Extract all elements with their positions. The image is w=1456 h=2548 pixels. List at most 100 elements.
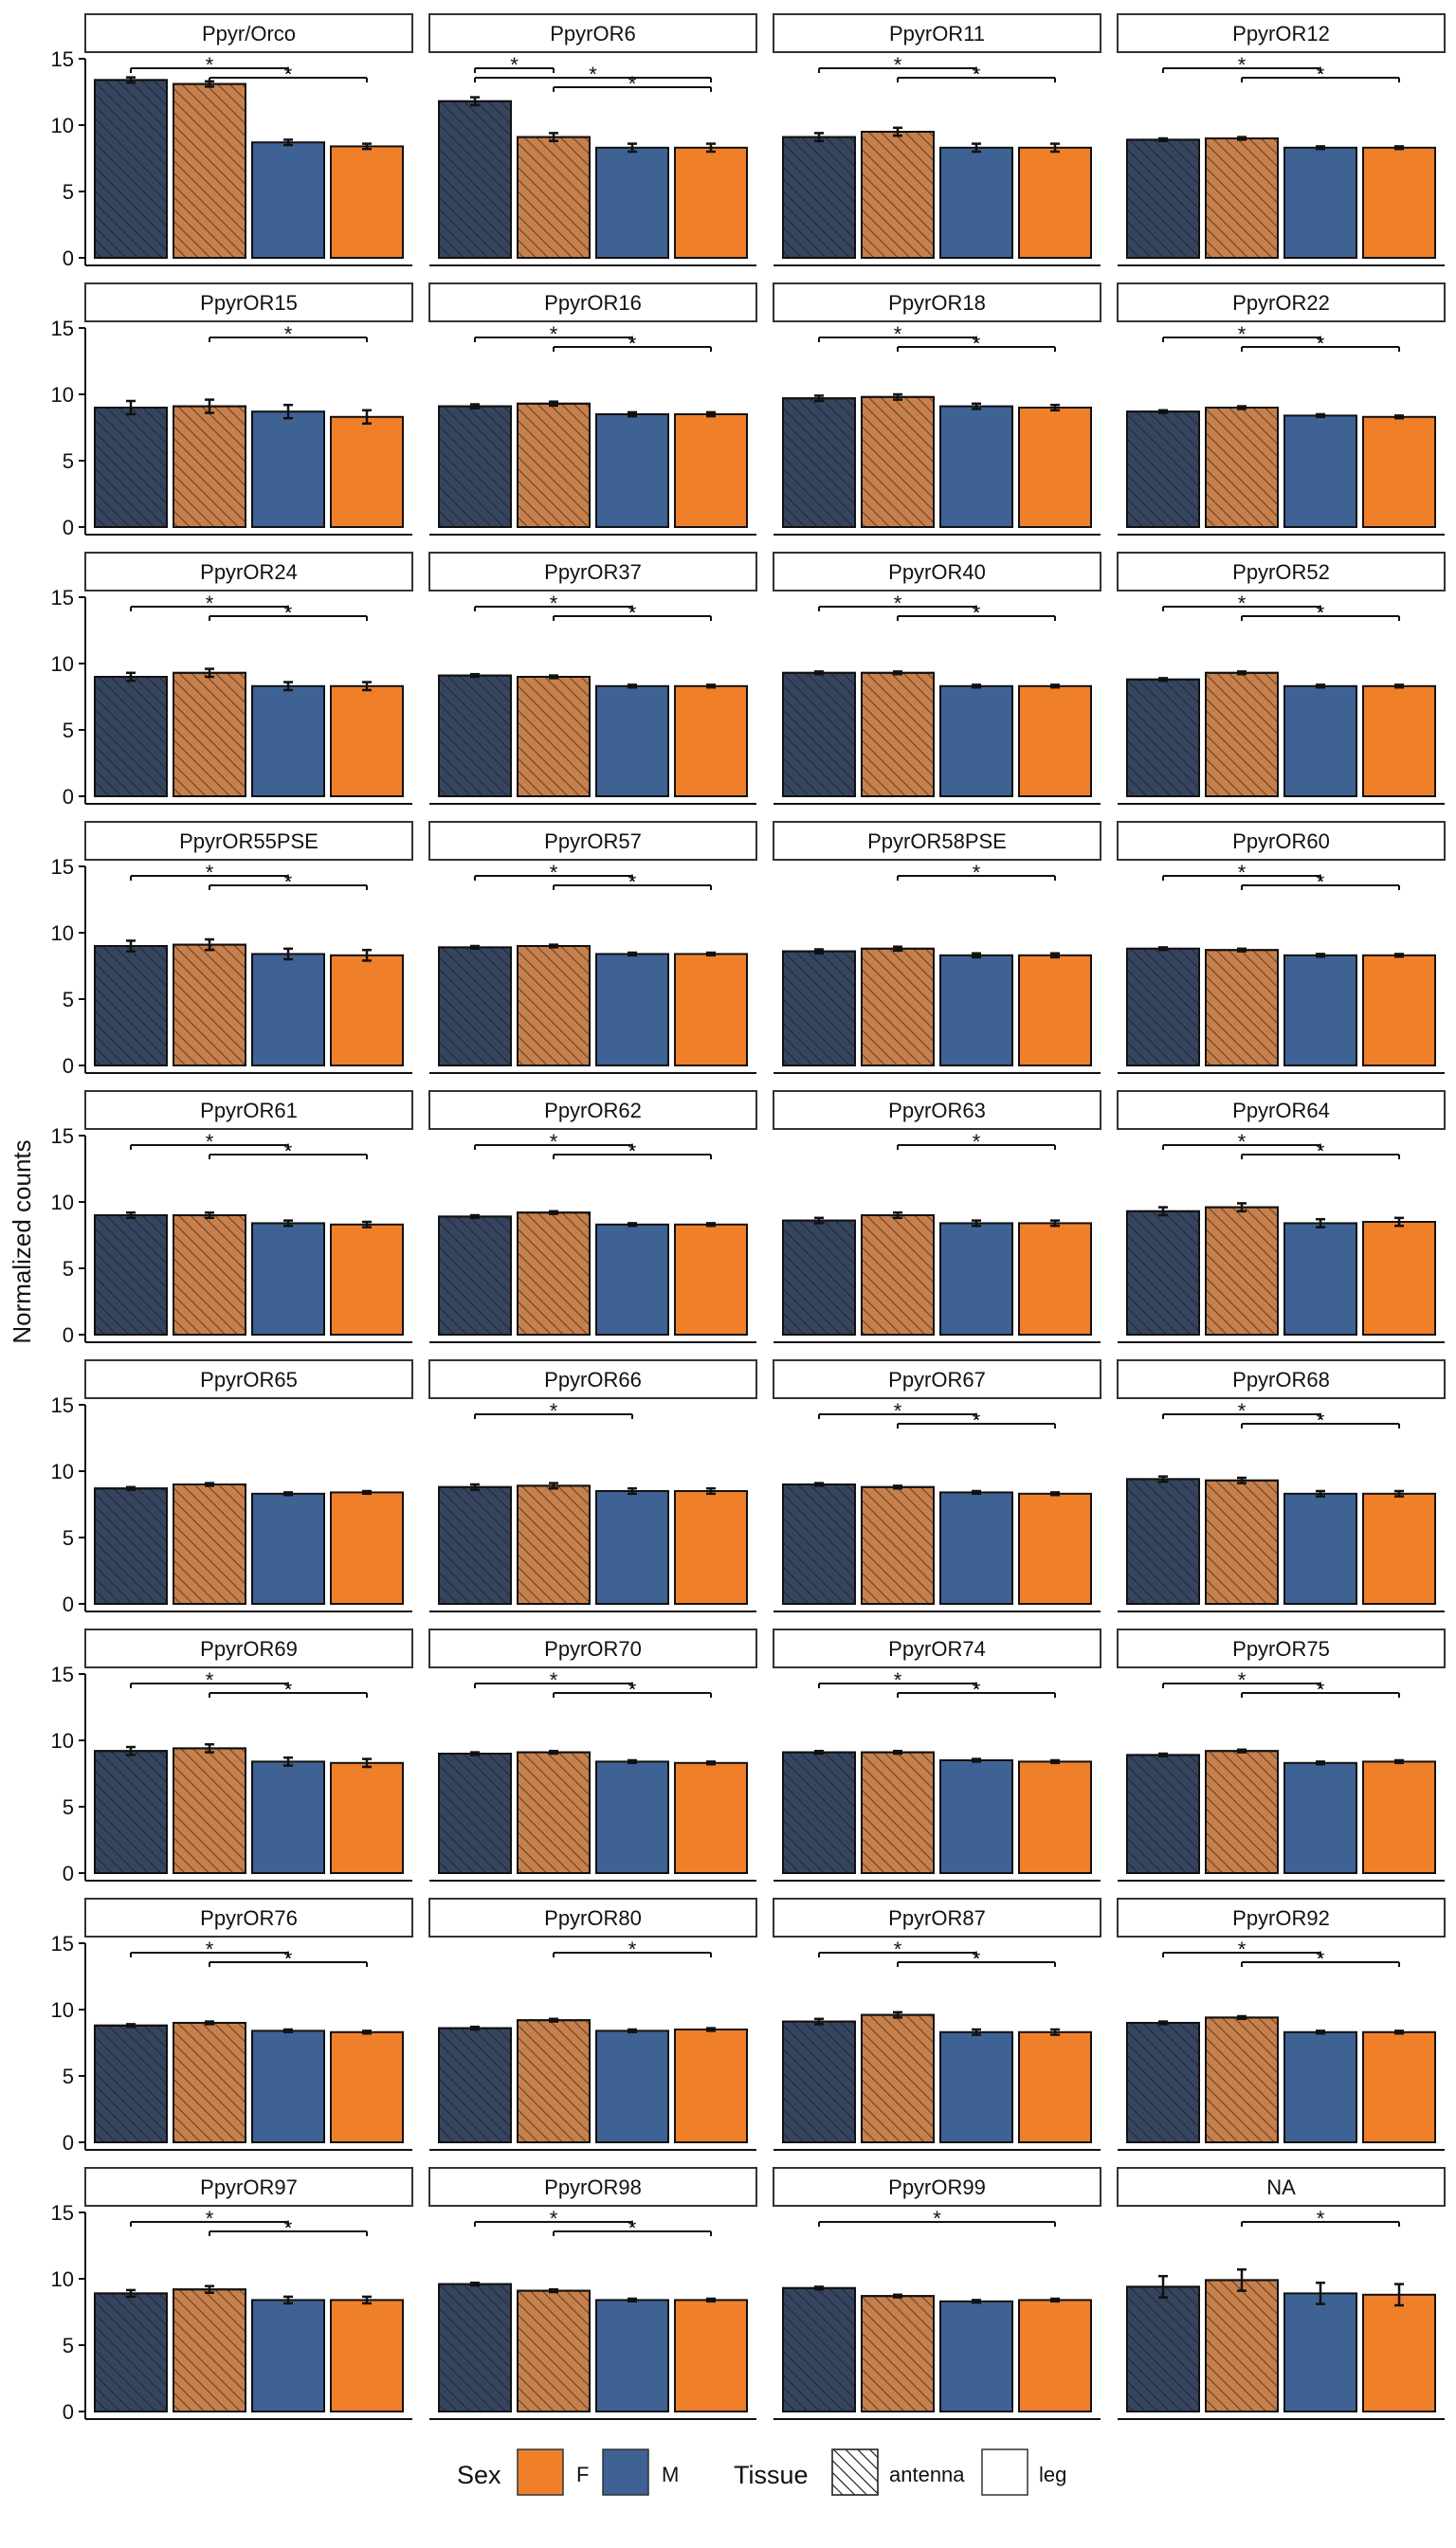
legend-swatch-tissue [981,2448,1028,2496]
legend-label-tissue: leg [1039,2463,1066,2486]
bar-hatch [861,2013,935,2144]
y-tick-label: 0 [63,785,74,809]
bar [330,684,404,797]
bar-hatch [1205,949,1279,1067]
bar [674,953,748,1067]
significance-star: * [1317,601,1325,625]
bar [1018,1222,1092,1337]
facet-panel: PpyrOR24 0 5 10 15 * * [51,552,413,809]
bar-hatch [517,1211,591,1336]
facet-strip [773,552,1101,592]
bar [674,1761,748,1875]
bar [1283,684,1357,797]
facet-strip [84,1898,413,1938]
facet-strip [428,1359,757,1399]
bar-hatch [782,2286,856,2413]
y-tick-label: 10 [51,1191,74,1214]
bar-hatch [1126,410,1200,529]
facet-panel: PpyrOR75 * * [1117,1629,1446,1882]
y-tick-label: 10 [51,1729,74,1753]
facet-panel: PpyrOR52 * * [1117,552,1446,805]
bar [939,684,1013,797]
significance-star: * [1238,1668,1247,1692]
y-tick-label: 15 [51,1124,74,1148]
bar-hatch [861,2295,935,2412]
bar-hatch [438,2283,512,2413]
facet-strip [773,2167,1101,2207]
bar [595,684,669,797]
bar-hatch [94,2024,168,2144]
bar [330,1761,404,1875]
significance-star: * [894,53,902,77]
facet-panel: PpyrOR6 * * * [428,13,757,266]
bar-hatch [1205,2016,1279,2143]
bar-hatch [517,945,591,1066]
bar-hatch [861,947,935,1066]
bar [1283,1222,1357,1337]
significance-star: * [206,861,214,884]
bar [1018,2030,1092,2144]
bar-hatch [173,2022,246,2143]
significance-star: * [510,53,519,77]
significance-star: * [973,861,981,884]
bar-hatch [173,2288,246,2412]
bar-hatch [1205,671,1279,797]
bar [939,405,1013,529]
bar-hatch [1126,2285,1200,2412]
bar-hatch [94,79,168,260]
bar [1283,414,1357,528]
bar-hatch [438,100,512,259]
facet-strip [1117,552,1446,592]
bar [595,1760,669,1875]
facet-title: PpyrOR62 [544,1099,642,1122]
y-tick-label: 10 [51,1460,74,1483]
bar-hatch [1126,678,1200,797]
bar-hatch [782,950,856,1066]
facet-title: PpyrOR24 [200,560,298,584]
bar [595,2299,669,2412]
y-tick-label: 0 [63,1054,74,1078]
bar [595,953,669,1067]
legend-sex-title: Sex [457,2461,501,2489]
bar [674,413,748,528]
facet-strip [84,821,413,861]
legend-label-sex: F [576,2463,589,2486]
bar-hatch [861,1751,935,1874]
y-tick-label: 10 [51,921,74,945]
facet-title: PpyrOR64 [1232,1099,1330,1122]
bar [1018,146,1092,259]
bar [1018,684,1092,797]
facet-panel: PpyrOR74 * * [773,1629,1101,1882]
facet-strip [84,1090,413,1130]
facet-panel: PpyrOR12 * * [1117,13,1446,266]
significance-star: * [1317,2207,1325,2230]
bar [939,954,1013,1066]
facet-title: PpyrOR63 [888,1099,986,1122]
facet-strip [773,1359,1101,1399]
y-tick-label: 5 [63,2065,74,2088]
facet-strip [773,13,1101,53]
significance-star: * [894,1399,902,1423]
y-tick-label: 10 [51,383,74,407]
facet-title: PpyrOR6 [550,22,635,46]
bar-hatch [173,405,246,529]
bar-hatch [861,131,935,259]
bar [1018,2299,1092,2412]
significance-star: * [628,870,637,894]
significance-star: * [1317,1409,1325,1432]
facet-title: PpyrOR92 [1232,1906,1330,1930]
bar-hatch [782,1219,856,1336]
bar [1283,2030,1357,2144]
facet-panel: PpyrOR15 0 5 10 15 * [51,282,413,539]
bar-hatch [94,945,168,1066]
bar-hatch [94,676,168,797]
bar [1283,2292,1357,2412]
facet-title: PpyrOR67 [888,1368,986,1392]
facet-title: PpyrOR12 [1232,22,1330,46]
significance-star: * [1238,1938,1247,1961]
significance-star: * [1317,332,1325,355]
bar-hatch [517,2289,591,2413]
significance-star: * [284,2216,293,2240]
bar [595,146,669,259]
significance-star: * [973,601,981,625]
